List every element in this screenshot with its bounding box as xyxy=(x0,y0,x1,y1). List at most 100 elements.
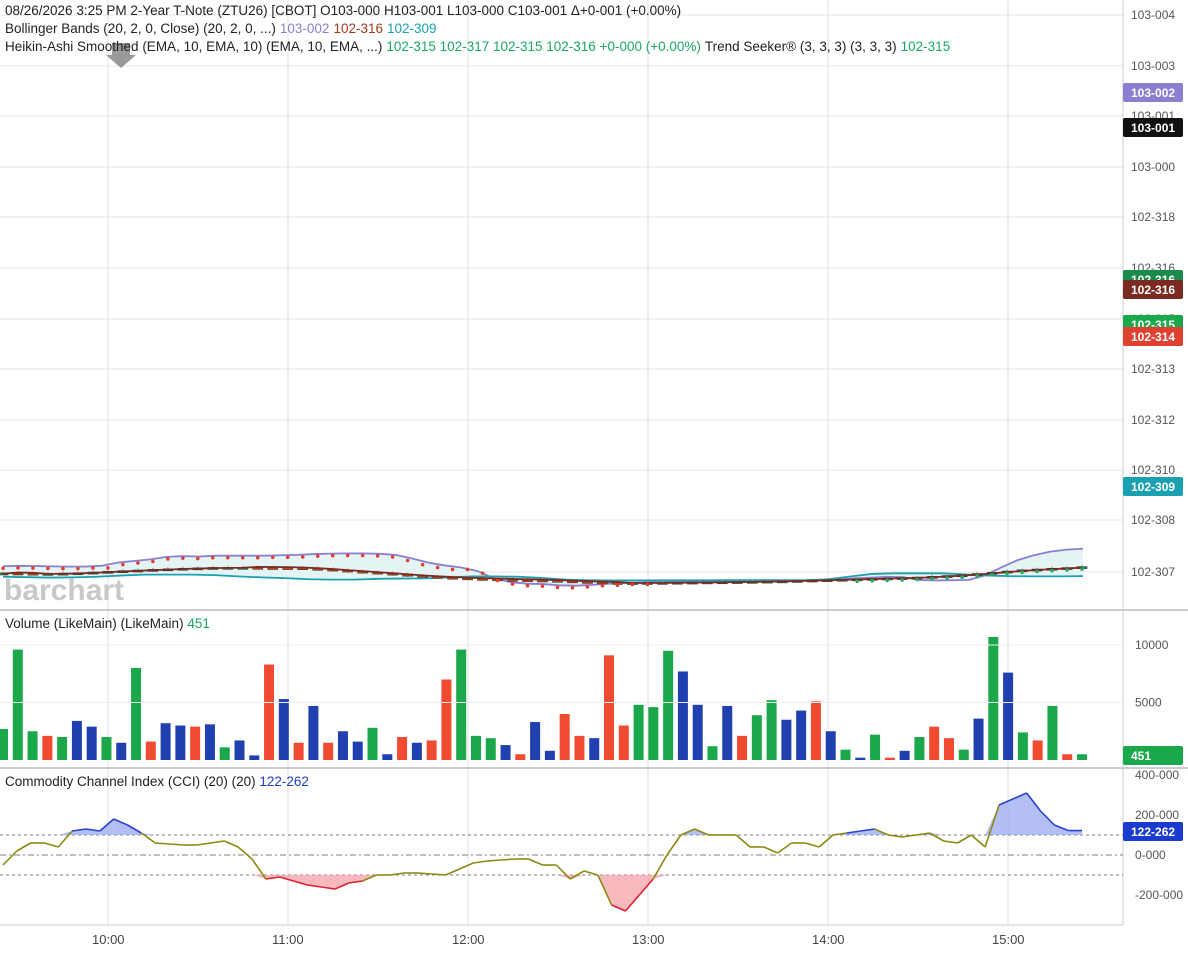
cci-line-segment xyxy=(1039,810,1055,826)
cci-line-segment xyxy=(860,828,875,832)
cci-negative-fill xyxy=(321,875,335,889)
trend-seeker-dot xyxy=(1005,571,1009,576)
cci-line-segment xyxy=(597,874,613,906)
volume-bar xyxy=(131,668,142,760)
watermark-logo: barchart xyxy=(4,574,124,607)
volume-bar xyxy=(57,737,68,760)
cci-tick-label: 200-000 xyxy=(1135,808,1179,822)
cci-negative-fill xyxy=(653,875,667,879)
cci-line-segment xyxy=(72,828,87,832)
trend-seeker-dot xyxy=(360,553,365,558)
trend-seeker-dot xyxy=(1065,568,1069,572)
badge-last-price-bg xyxy=(1123,118,1183,137)
volume-bar xyxy=(456,649,467,760)
cci-line-segment xyxy=(487,859,502,862)
cci-line-segment xyxy=(445,868,460,876)
badge-bb-upper: 103-002 xyxy=(1131,86,1175,100)
volume-bar xyxy=(663,650,674,760)
badge-last-price: 103-001 xyxy=(1131,121,1175,135)
volume-bar xyxy=(943,738,954,760)
price-tick-label: 103-004 xyxy=(1131,8,1175,22)
header-bollinger: Bollinger Bands (20, 2, 0, Close) (20, 2… xyxy=(5,20,441,38)
trend-seeker-dot xyxy=(121,562,125,567)
cci-tick-label: 0-000 xyxy=(1135,848,1166,862)
trend-seeker-dot xyxy=(1020,570,1024,575)
cci-positive-fill xyxy=(1026,793,1041,835)
bb-lower-value: 102-309 xyxy=(386,21,437,36)
trend-seeker-dot xyxy=(300,555,305,559)
trend-seeker-dot xyxy=(61,566,65,571)
cci-line-segment xyxy=(624,894,640,912)
volume-bar xyxy=(219,747,230,760)
trend-seeker-dot xyxy=(960,575,964,579)
bollinger-upper-line xyxy=(2,547,1084,587)
cci-line-segment xyxy=(735,834,751,848)
trend-seeker-dot xyxy=(16,566,20,570)
volume-bar xyxy=(86,726,97,760)
volume-bar xyxy=(278,699,289,760)
trend-seeker-dot xyxy=(1050,568,1054,573)
volume-bar xyxy=(308,705,319,760)
trend-seeker-dot xyxy=(330,553,335,558)
trend-seeker-dot xyxy=(600,583,605,588)
volume-bar xyxy=(929,726,940,760)
cci-line-segment xyxy=(680,828,695,836)
trend-seeker-dot xyxy=(1,566,5,571)
trend-seeker-dot xyxy=(480,571,485,575)
cci-line-segment xyxy=(140,832,156,844)
volume-bar xyxy=(751,715,762,760)
time-tick-label: 11:00 xyxy=(272,932,304,947)
price-tick-label: 102-312 xyxy=(1131,413,1175,427)
cci-line-segment xyxy=(196,842,211,846)
trend-seeker-dot xyxy=(975,574,979,578)
volume-bar xyxy=(485,738,496,760)
volume-bar xyxy=(855,757,866,760)
cci-line-segment xyxy=(251,858,267,880)
cci-line-segment xyxy=(307,884,322,888)
trend-seeker-dot xyxy=(930,577,934,581)
cci-line-segment xyxy=(210,840,225,844)
time-tick-label: 12:00 xyxy=(452,932,485,947)
trend-seeker-dot xyxy=(345,553,350,558)
trend-seeker-dot xyxy=(915,577,919,582)
cci-line-segment xyxy=(16,842,32,852)
trend-seeker-dot xyxy=(990,572,994,577)
ha-values: 102-315 102-317 102-315 102-316 +0-000 (… xyxy=(386,39,701,54)
time-tick-label: 13:00 xyxy=(632,932,665,947)
volume-bar xyxy=(1003,672,1014,760)
trend-seeker-dot xyxy=(900,578,904,582)
volume-bar xyxy=(677,671,688,760)
volume-title: Volume (LikeMain) (LikeMain) 451 xyxy=(5,616,210,631)
volume-bar xyxy=(0,728,8,760)
header-ohlc: 08/26/2026 3:25 PM 2-Year T-Note (ZTU26)… xyxy=(5,3,682,18)
trend-seeker-dot xyxy=(615,583,620,588)
cci-negative-fill xyxy=(335,875,349,889)
volume-bar xyxy=(426,740,437,760)
badge-volume-bg xyxy=(1123,746,1183,765)
volume-bar xyxy=(973,718,984,760)
cci-line-segment xyxy=(998,798,1014,806)
trend-seeker-dot xyxy=(405,558,410,563)
cci-line-segment xyxy=(431,873,446,876)
cci-positive-fill xyxy=(860,829,875,835)
volume-bar xyxy=(411,742,422,760)
trend-seeker-dot xyxy=(870,579,874,583)
cci-negative-fill xyxy=(293,875,308,885)
price-tick-label: 102-308 xyxy=(1131,513,1175,527)
bb-upper-value: 103-002 xyxy=(279,21,330,36)
cci-line-segment xyxy=(583,870,599,876)
bollinger-lower-line xyxy=(2,572,1084,582)
cci-line-segment xyxy=(85,828,100,832)
cci-line-segment xyxy=(763,846,778,854)
trend-seeker-dot xyxy=(450,567,455,572)
time-tick-label: 15:00 xyxy=(992,932,1025,947)
cci-line-segment xyxy=(638,878,654,896)
trend-seeker-dot xyxy=(46,566,50,571)
volume-bar xyxy=(352,741,363,760)
trend-seeker-dot xyxy=(211,555,215,560)
trend-seeker-dot xyxy=(510,582,515,586)
volume-bar xyxy=(840,749,851,760)
ha-label: Heikin-Ashi Smoothed (EMA, 10, EMA, 10) … xyxy=(5,39,383,54)
volume-bar xyxy=(914,737,925,760)
